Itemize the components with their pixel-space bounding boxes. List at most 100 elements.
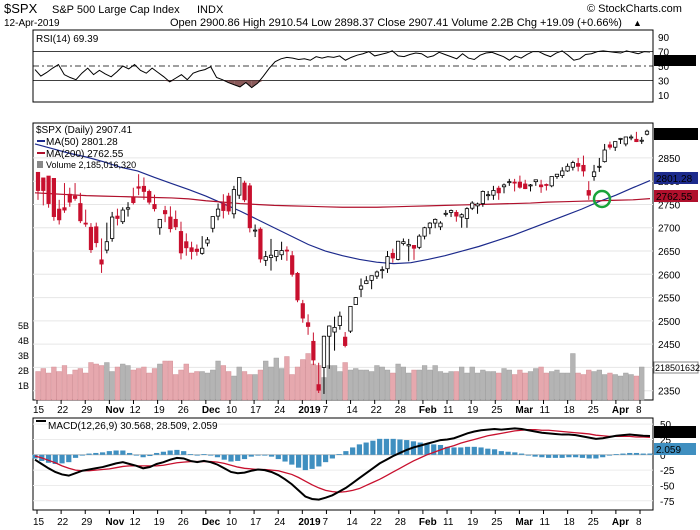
macd-hist-bar bbox=[647, 453, 653, 455]
volume-swatch bbox=[37, 161, 43, 168]
x-tick-label: 28 bbox=[395, 405, 407, 416]
candle-body bbox=[538, 184, 544, 188]
x-tick-label: Dec bbox=[202, 517, 221, 528]
price-frame bbox=[32, 122, 654, 401]
candle-body bbox=[274, 250, 279, 258]
volume-bar bbox=[358, 369, 364, 401]
candle-body bbox=[358, 285, 364, 290]
volume-bar bbox=[564, 372, 571, 401]
macd-hist-bar bbox=[262, 454, 268, 456]
macd-hist-bar bbox=[147, 454, 153, 457]
macd-hist-bar bbox=[356, 444, 362, 455]
candle-body bbox=[565, 165, 570, 172]
macd-hist-bar bbox=[59, 454, 65, 464]
volume-bar bbox=[263, 360, 269, 401]
macd-hist-bar bbox=[86, 453, 92, 455]
price-tick-label: 2850 bbox=[658, 154, 681, 165]
candle-body bbox=[162, 210, 168, 215]
macd-tick-label: -25 bbox=[660, 466, 675, 477]
volume-bar bbox=[226, 371, 232, 401]
rsi-tick-label: 70 bbox=[658, 48, 670, 59]
macd-hist-bar bbox=[370, 440, 376, 455]
macd-hist-bar bbox=[600, 454, 606, 458]
macd-hist-bar bbox=[275, 454, 281, 460]
volume-bar bbox=[173, 374, 179, 401]
ma200-tag-bg bbox=[654, 190, 698, 202]
x-tick-label: 8 bbox=[636, 517, 642, 528]
candle-body bbox=[205, 239, 210, 244]
candle-body bbox=[591, 171, 597, 177]
volume-bar bbox=[390, 372, 396, 401]
candle-body bbox=[570, 162, 575, 168]
volume-bar bbox=[602, 374, 608, 401]
volume-bar bbox=[305, 353, 311, 401]
macd-hist-bar bbox=[451, 447, 457, 455]
x-tick-label: 22 bbox=[371, 405, 383, 416]
macd-hist-bar bbox=[505, 451, 511, 455]
candle-body bbox=[480, 191, 485, 204]
candle-body bbox=[374, 271, 380, 277]
volume-bar bbox=[527, 371, 534, 401]
candle-body bbox=[226, 195, 231, 212]
candle-body bbox=[348, 306, 353, 332]
volume-bar bbox=[45, 372, 52, 401]
macd-hist-bar bbox=[640, 453, 646, 455]
x-tick-label: 18 bbox=[564, 517, 576, 528]
macd-hist-bar bbox=[363, 442, 369, 455]
price-tick-label: 2650 bbox=[658, 247, 681, 258]
rsi-oversold-fill bbox=[228, 80, 235, 85]
candle-body bbox=[364, 280, 369, 285]
volume-bar bbox=[443, 372, 449, 401]
macd-x-axis: 15 22 29 Nov 12 19 26 Dec 10 17 24 2019 7 14 22 28 Feb 11… bbox=[33, 510, 642, 528]
volume-bar bbox=[437, 371, 444, 401]
volume-bar bbox=[167, 360, 173, 401]
macd-line bbox=[34, 427, 651, 501]
x-tick-label: 15 bbox=[33, 517, 45, 528]
macd-hist-bar bbox=[295, 454, 302, 468]
candle-body bbox=[385, 256, 390, 270]
macd-hist-tag-bg bbox=[654, 443, 696, 455]
macd-hist-bar bbox=[66, 454, 72, 463]
volume-bar bbox=[257, 369, 264, 401]
candle-body bbox=[512, 181, 517, 184]
candle-body bbox=[528, 184, 533, 187]
volume-bar bbox=[157, 363, 163, 401]
volume-bar bbox=[93, 363, 99, 401]
candle-body bbox=[380, 269, 385, 272]
candle-body bbox=[470, 202, 475, 209]
volume-bar bbox=[56, 371, 62, 401]
candle-body bbox=[178, 231, 184, 254]
candle-body bbox=[618, 137, 623, 140]
x-tick-label: 19 bbox=[154, 405, 166, 416]
candle-body bbox=[237, 177, 242, 196]
candle-body bbox=[258, 228, 263, 260]
volume-bar bbox=[194, 371, 200, 401]
macd-hist-bar bbox=[235, 454, 241, 461]
macd-hist-bar bbox=[458, 447, 464, 455]
volume-bar bbox=[188, 372, 195, 401]
ma200-tag: 2762.55 bbox=[656, 192, 693, 203]
volume-bar bbox=[639, 366, 645, 401]
x-tick-label: Nov bbox=[105, 517, 124, 528]
candle-body bbox=[549, 176, 554, 187]
volume-bar bbox=[570, 353, 576, 401]
volume-bar bbox=[469, 366, 475, 401]
volume-bar bbox=[633, 375, 640, 401]
volume-bar bbox=[623, 372, 629, 401]
price-legend-title: $SPX (Daily) 2907.41 bbox=[36, 125, 133, 136]
price-panel: 2850280027502700265026002550250024502400… bbox=[18, 122, 700, 401]
candle-body bbox=[517, 181, 523, 188]
macd-hist-bar bbox=[221, 454, 227, 460]
volume-bar bbox=[130, 369, 136, 401]
macd-hist-bar bbox=[532, 454, 538, 457]
macd-hist-bar bbox=[323, 454, 329, 463]
macd-hist-bar bbox=[633, 452, 640, 455]
volume-bar bbox=[617, 375, 624, 401]
volume-bar bbox=[279, 368, 285, 401]
symbol: $SPX bbox=[4, 1, 38, 16]
crossover-highlight bbox=[592, 189, 612, 209]
rsi-tag-bg bbox=[654, 55, 696, 66]
candle-body bbox=[311, 340, 316, 361]
candle-body bbox=[88, 226, 94, 251]
x-tick-label: 22 bbox=[371, 517, 383, 528]
